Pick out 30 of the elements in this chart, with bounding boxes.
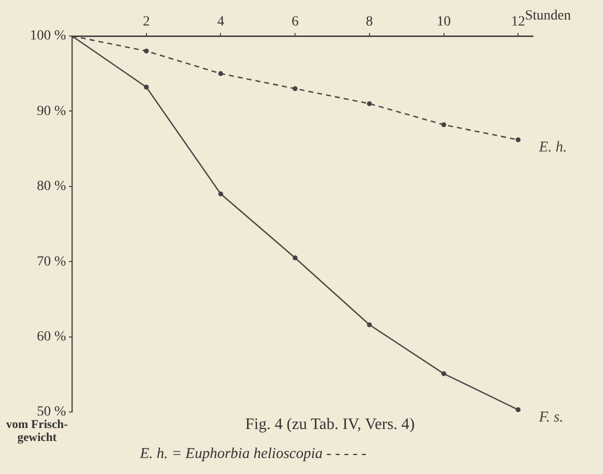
x-tick-label: 6: [292, 14, 299, 30]
x-tick-label: 2: [142, 14, 150, 30]
point: [516, 137, 521, 142]
point: [366, 322, 372, 328]
x-tick-label: 8: [366, 14, 373, 30]
point: [366, 101, 372, 106]
x-axis-title: Stunden: [525, 8, 571, 24]
series-label: E. h.: [538, 140, 567, 156]
point: [441, 371, 446, 376]
y-tick-label: 80 %: [36, 179, 66, 194]
point: [218, 71, 224, 76]
point: [218, 191, 224, 196]
x-tick-label: 4: [217, 14, 224, 30]
y-tick-label: 60 %: [36, 329, 66, 344]
x-tick-label: 12: [511, 14, 526, 30]
y-tick-label: 90 %: [36, 104, 66, 119]
point: [292, 255, 298, 260]
point: [144, 48, 149, 54]
y-tick-label: 100 %: [30, 28, 66, 44]
text: E. h. = Euphorbia helioscopia - - - - -: [140, 446, 368, 463]
point: [144, 84, 149, 90]
text: Fig. 4 (zu Tab. IV, Vers. 4): [244, 416, 416, 434]
y-tick-label: 70 %: [36, 254, 66, 270]
y-axis-title: vom Frisch-gewicht: [5, 417, 69, 444]
point: [441, 122, 446, 128]
y-tick-label: 50 %: [36, 404, 66, 420]
point: [516, 407, 521, 412]
series-label: F. s.: [538, 410, 564, 426]
point: [292, 86, 298, 92]
x-tick-label: 10: [436, 14, 451, 30]
